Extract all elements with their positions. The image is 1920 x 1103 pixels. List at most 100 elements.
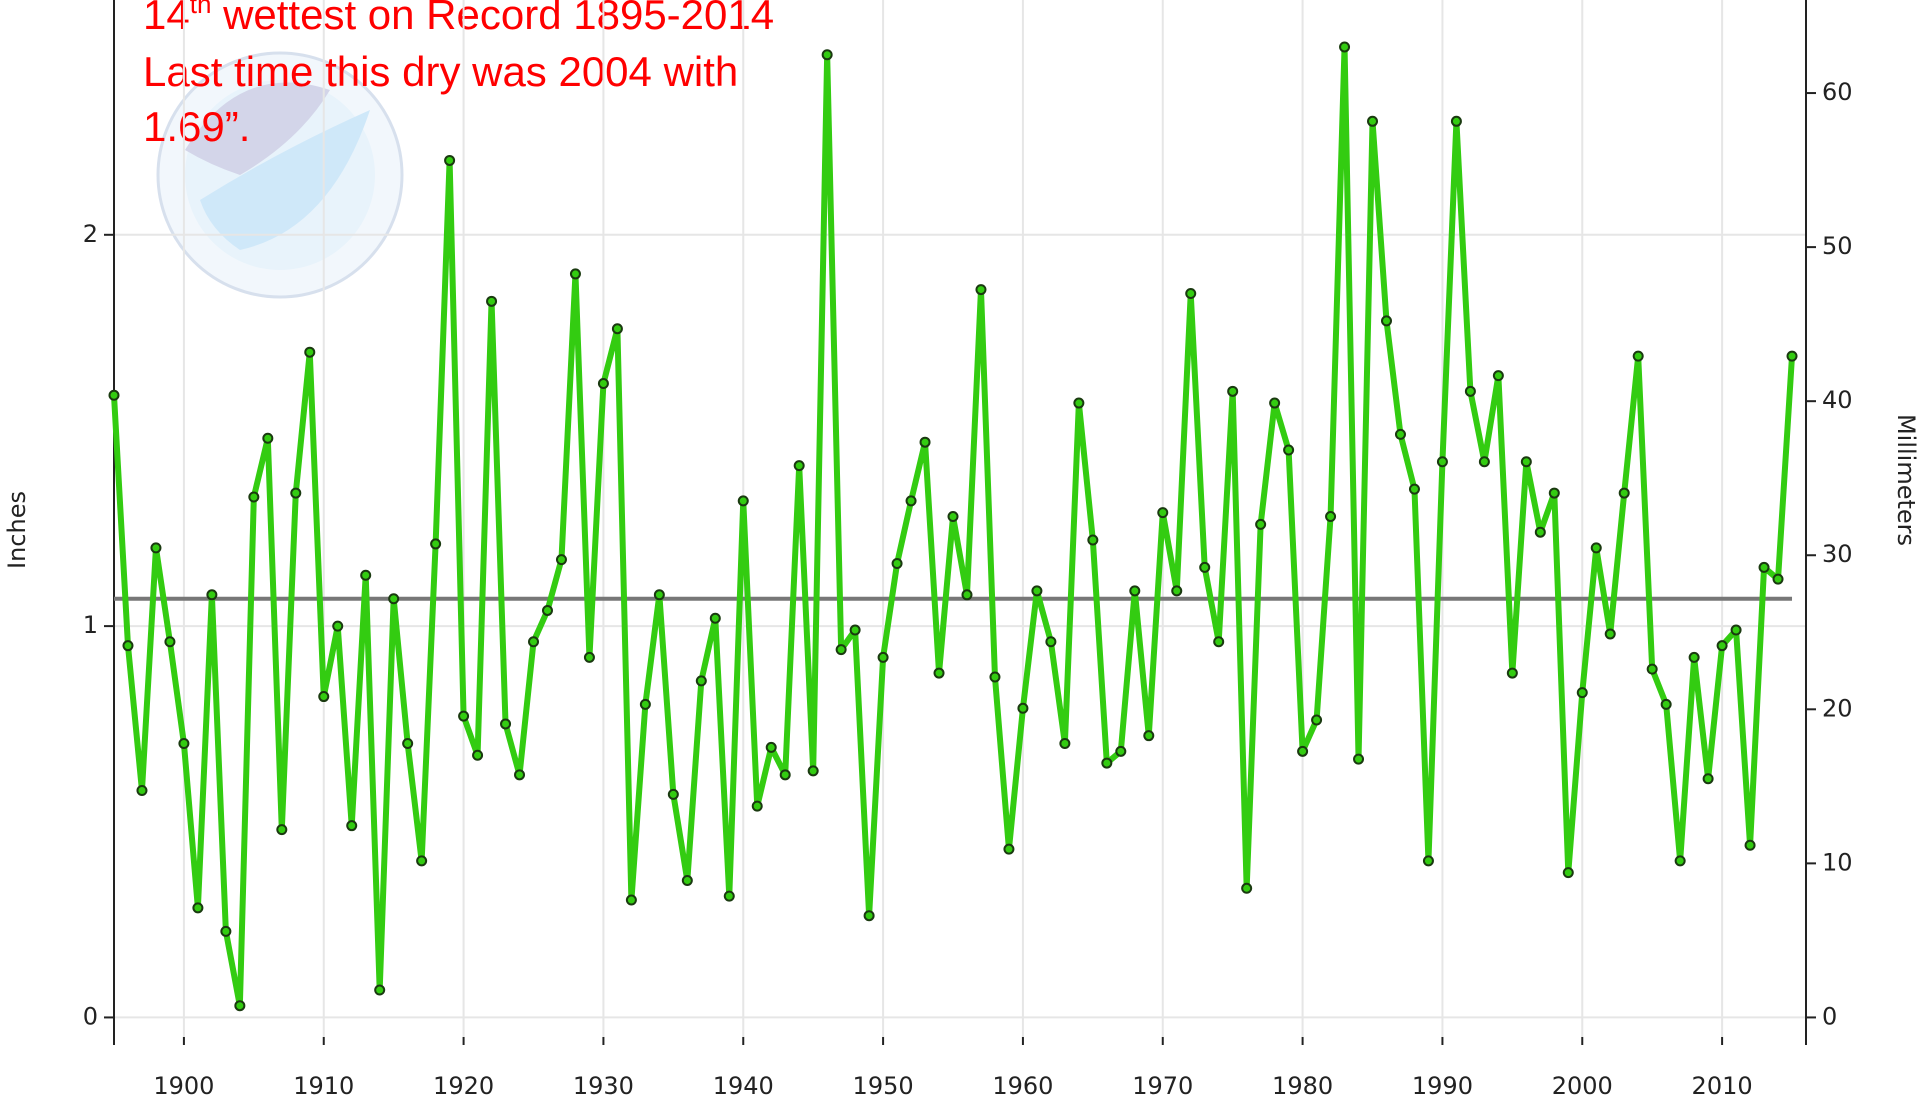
data-point	[989, 671, 1001, 683]
data-point	[919, 436, 931, 448]
data-point	[1185, 287, 1197, 299]
data-point	[1017, 702, 1029, 714]
data-point	[178, 738, 190, 750]
data-point	[1590, 542, 1602, 554]
data-point	[891, 558, 903, 570]
data-point	[709, 612, 721, 624]
data-point	[751, 800, 763, 812]
data-point	[737, 495, 749, 507]
data-point	[528, 636, 540, 648]
data-point	[1199, 561, 1211, 573]
data-point	[1436, 456, 1448, 468]
data-point	[1492, 370, 1504, 382]
x-tick-label: 1900	[153, 1072, 214, 1100]
data-point	[1073, 397, 1085, 409]
data-point	[597, 377, 609, 389]
data-point	[1380, 315, 1392, 327]
y-tick-label: 1	[83, 611, 98, 639]
data-point	[1255, 518, 1267, 530]
data-point	[569, 268, 581, 280]
data-point	[779, 769, 791, 781]
data-point	[1702, 773, 1714, 785]
data-point	[1101, 757, 1113, 769]
data-point	[1367, 115, 1379, 127]
data-point	[667, 788, 679, 800]
data-point	[905, 495, 917, 507]
data-point	[765, 741, 777, 753]
data-point	[1520, 456, 1532, 468]
data-point	[1157, 507, 1169, 519]
data-point	[863, 910, 875, 922]
data-point	[1450, 115, 1462, 127]
x-tick-label: 1960	[992, 1072, 1053, 1100]
data-point	[835, 644, 847, 656]
data-point	[206, 589, 218, 601]
annotation-line1: wettest on Record 1895-2014	[211, 0, 774, 38]
data-point	[681, 874, 693, 886]
y2-tick-label: 0	[1822, 1002, 1837, 1030]
data-point	[807, 765, 819, 777]
data-point	[150, 542, 162, 554]
y-tick-label: 0	[83, 1002, 98, 1030]
data-point	[1618, 487, 1630, 499]
x-tick-label: 1940	[713, 1072, 774, 1100]
y2-tick-label: 10	[1822, 848, 1853, 876]
data-point	[1408, 483, 1420, 495]
data-point	[318, 691, 330, 703]
data-point	[1297, 745, 1309, 757]
data-point	[416, 855, 428, 867]
data-point	[555, 554, 567, 566]
data-point	[500, 718, 512, 730]
data-point	[1394, 428, 1406, 440]
annotation-line3: 1.69”.	[143, 103, 250, 150]
data-point	[136, 784, 148, 796]
data-point	[388, 593, 400, 605]
data-point	[220, 925, 232, 937]
data-point	[625, 894, 637, 906]
data-point	[1129, 585, 1141, 597]
y2-tick-label: 50	[1822, 232, 1853, 260]
data-point	[1143, 730, 1155, 742]
data-point	[1534, 526, 1546, 538]
data-point	[1716, 640, 1728, 652]
data-point	[374, 984, 386, 996]
data-point	[541, 604, 553, 616]
data-point	[1744, 839, 1756, 851]
data-point	[849, 624, 861, 636]
data-point	[947, 511, 959, 523]
data-point	[1730, 624, 1742, 636]
data-point	[1674, 855, 1686, 867]
data-point	[234, 1000, 246, 1012]
data-point	[290, 487, 302, 499]
data-point	[1688, 651, 1700, 663]
data-point	[1576, 687, 1588, 699]
data-point	[1003, 843, 1015, 855]
data-point	[1758, 561, 1770, 573]
noaa-watermark	[156, 51, 404, 299]
data-point	[346, 820, 358, 832]
data-point	[108, 389, 120, 401]
annotation-line2: Last time this dry was 2004 with	[143, 48, 738, 95]
y-tick-label: 2	[83, 220, 98, 248]
data-point	[1171, 585, 1183, 597]
data-point	[1786, 350, 1798, 362]
data-point	[164, 636, 176, 648]
data-point	[1045, 636, 1057, 648]
data-point	[1646, 663, 1658, 675]
data-point	[961, 589, 973, 601]
data-point	[1548, 487, 1560, 499]
data-point	[248, 491, 260, 503]
data-point	[472, 749, 484, 761]
x-tick-label: 1990	[1412, 1072, 1473, 1100]
data-point	[793, 460, 805, 472]
data-point	[1241, 882, 1253, 894]
annotation-rank: 14	[143, 0, 190, 38]
x-tick-label: 1980	[1272, 1072, 1333, 1100]
data-point	[1059, 738, 1071, 750]
annotation: 14th wettest on Record 1895-2014	[143, 0, 774, 38]
data-point	[192, 902, 204, 914]
data-point	[1632, 350, 1644, 362]
data-point	[304, 346, 316, 358]
y2-tick-label: 30	[1822, 540, 1853, 568]
